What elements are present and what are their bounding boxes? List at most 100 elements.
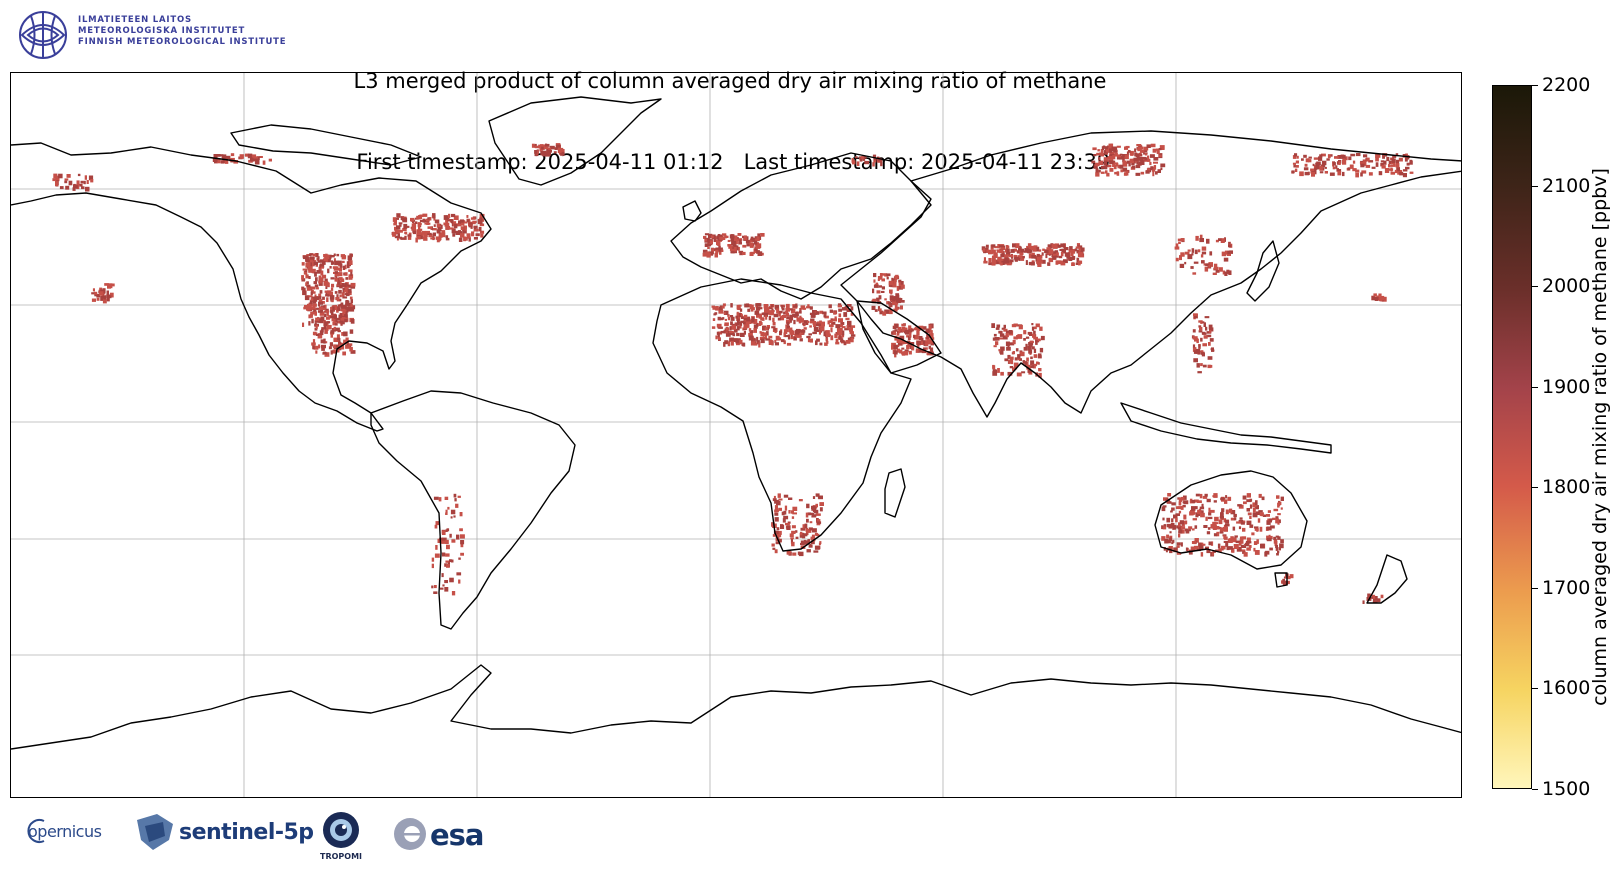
methane-pixel (349, 329, 354, 334)
methane-pixel (1205, 546, 1209, 550)
methane-pixel (1080, 260, 1083, 264)
methane-pixel (330, 277, 335, 280)
methane-pixel (1192, 272, 1197, 275)
methane-pixel (1375, 156, 1379, 162)
methane-pixel (451, 213, 456, 218)
methane-pixel (418, 225, 421, 231)
methane-pixel (337, 304, 341, 307)
methane-pixel (1125, 145, 1130, 149)
methane-pixel (1205, 263, 1210, 266)
methane-pixel (1187, 254, 1193, 260)
methane-pixel (348, 276, 353, 280)
methane-pixel (478, 226, 482, 232)
methane-pixel (1245, 540, 1250, 545)
methane-pixel (341, 260, 345, 263)
methane-pixel (1071, 249, 1076, 254)
methane-pixel (445, 539, 449, 544)
methane-pixel (718, 326, 723, 329)
methane-pixel (925, 342, 929, 346)
copernicus-logo: opernicus (22, 816, 122, 850)
methane-pixel (1033, 348, 1037, 353)
methane-pixel (809, 338, 813, 343)
methane-pixel (1014, 357, 1018, 361)
methane-pixel (785, 334, 790, 338)
methane-pixel (1198, 508, 1201, 512)
methane-pixel (803, 327, 807, 330)
methane-pixel (716, 235, 721, 240)
methane-pixel (903, 351, 909, 356)
methane-pixel (1063, 249, 1066, 254)
methane-pixel (756, 336, 759, 342)
methane-pixel (793, 336, 797, 341)
methane-pixel (1152, 148, 1157, 153)
methane-pixel (829, 319, 833, 324)
methane-pixel (831, 321, 836, 325)
methane-pixel (53, 173, 58, 179)
methane-pixel (220, 160, 225, 164)
methane-pixel (879, 310, 884, 315)
methane-pixel (929, 347, 934, 353)
methane-pixel (1392, 155, 1397, 158)
colorbar-tick-label: 2200 (1542, 74, 1591, 96)
methane-pixel (813, 550, 819, 553)
methane-pixel (1337, 155, 1342, 159)
methane-pixel (800, 531, 803, 536)
methane-pixel (1202, 332, 1207, 335)
methane-pixel (1223, 526, 1228, 532)
methane-pixel (749, 245, 754, 248)
methane-pixel (907, 329, 913, 333)
methane-pixel (1033, 330, 1036, 336)
methane-pixel (318, 293, 322, 299)
methane-pixel (64, 178, 69, 181)
methane-pixel (1216, 531, 1220, 537)
methane-pixel (1113, 164, 1117, 170)
methane-pixel (856, 161, 860, 166)
methane-pixel (306, 307, 311, 311)
methane-pixel (1380, 162, 1384, 167)
methane-pixel (1005, 341, 1010, 347)
methane-pixel (313, 298, 317, 304)
methane-pixel (1013, 362, 1019, 368)
methane-pixel (534, 150, 538, 154)
methane-pixel (811, 514, 817, 518)
methane-pixel (908, 350, 912, 355)
methane-pixel (768, 340, 774, 345)
methane-pixel (1021, 371, 1026, 374)
methane-pixel (999, 248, 1004, 254)
methane-pixel (1198, 542, 1202, 548)
methane-pixel (742, 251, 746, 255)
methane-pixel (997, 256, 1002, 262)
methane-pixel (794, 330, 800, 335)
methane-pixel (1380, 295, 1385, 301)
methane-pixel (992, 259, 997, 265)
methane-pixel (893, 308, 898, 312)
methane-pixel (350, 319, 355, 324)
methane-pixel (809, 320, 814, 324)
methane-pixel (1224, 271, 1228, 276)
methane-pixel (1185, 529, 1190, 534)
methane-pixel (1205, 516, 1208, 521)
methane-pixel (344, 283, 348, 286)
methane-pixel (886, 301, 889, 305)
methane-pixel (458, 579, 461, 584)
methane-pixel (1319, 171, 1324, 174)
methane-pixel (330, 260, 334, 265)
methane-pixel (1252, 507, 1256, 513)
methane-pixel (1211, 551, 1215, 556)
methane-pixel (729, 315, 734, 318)
methane-pixel (336, 294, 339, 297)
methane-pixel (456, 572, 462, 576)
methane-pixel (842, 307, 847, 311)
methane-pixel (708, 251, 714, 256)
methane-pixel (1012, 351, 1015, 355)
methane-pixel (851, 158, 854, 163)
methane-pixel (739, 250, 744, 256)
methane-pixel (1192, 347, 1197, 352)
methane-pixel (727, 316, 730, 321)
methane-pixel (1219, 516, 1224, 519)
methane-pixel (441, 539, 446, 544)
methane-pixel (736, 326, 740, 331)
methane-pixel (302, 268, 308, 271)
methane-pixel (1175, 506, 1179, 509)
methane-pixel (350, 271, 353, 276)
